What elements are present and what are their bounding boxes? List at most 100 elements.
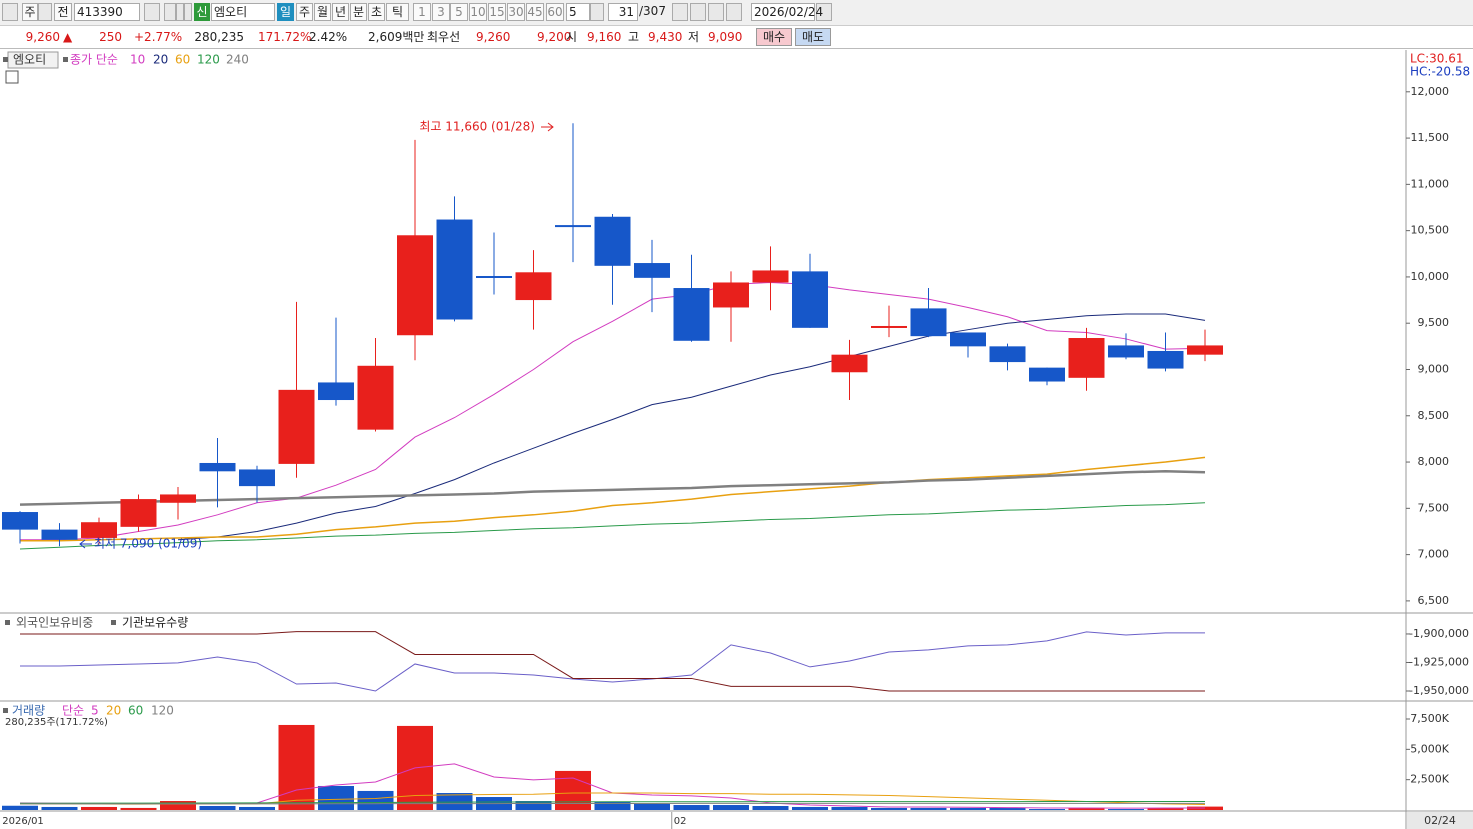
quote-bar: 9,260 ▲ 250 +2.77% 280,235 171.72% 2.42% 2,609백…	[0, 26, 1473, 49]
legend-method: 단순	[62, 704, 84, 718]
toolbar-icon[interactable]	[176, 3, 184, 21]
interval-button[interactable]: 주	[296, 3, 313, 21]
volume-bar	[318, 785, 354, 810]
toolbar-icon[interactable]	[144, 3, 160, 21]
toolbar-icon[interactable]	[726, 3, 742, 21]
candle-body	[160, 494, 196, 503]
volume-bar	[120, 807, 157, 810]
annotation-arrow	[79, 539, 92, 549]
trade-amount: 2,609백만	[368, 30, 425, 44]
y-tick-label: -1,925,000	[1409, 655, 1469, 668]
minute-button[interactable]: 60	[546, 3, 564, 21]
volume: 280,235	[194, 30, 244, 44]
legend-entry: 기관보유수량	[122, 616, 188, 630]
legend-entry: 60	[175, 53, 190, 67]
y-tick-label: 7,500	[1418, 501, 1450, 514]
volume-bar	[41, 806, 78, 810]
candle-body	[199, 462, 236, 472]
low-label: 저	[688, 30, 700, 44]
candle-body	[278, 389, 315, 464]
interval-button[interactable]: 년	[332, 3, 349, 21]
open-label: 시	[566, 30, 578, 44]
interval-button[interactable]: 분	[350, 3, 367, 21]
volume-bar	[555, 770, 591, 810]
interval-button[interactable]: 초	[368, 3, 385, 21]
credit-badge[interactable]: 신	[194, 3, 210, 21]
legend-entry: 60	[128, 704, 143, 718]
count-input[interactable]: 5	[566, 3, 590, 21]
prev-button[interactable]: 전	[54, 3, 72, 21]
minute-button[interactable]: 3	[432, 3, 450, 21]
volume-rate: 171.72%	[258, 30, 312, 44]
interval-button[interactable]: 틱	[386, 3, 409, 21]
candle-body	[476, 276, 512, 278]
y-tick-label: -1,900,000	[1409, 627, 1469, 640]
volume-bar	[2, 805, 38, 810]
toolbar-icon[interactable]	[708, 3, 724, 21]
buy-button[interactable]: 매수	[756, 28, 792, 46]
code-input[interactable]: 413390	[74, 3, 140, 21]
minute-button[interactable]: 45	[526, 3, 544, 21]
minute-button[interactable]: 1	[413, 3, 431, 21]
toolbar-icon[interactable]	[590, 3, 604, 21]
toolbar-icon[interactable]	[2, 3, 18, 21]
volume-bar	[673, 805, 710, 810]
candle-body	[871, 325, 907, 328]
interval-button[interactable]: 월	[314, 3, 331, 21]
interval-button[interactable]: 일	[277, 3, 294, 21]
minute-button[interactable]: 5	[450, 3, 468, 21]
volume-bar	[713, 805, 749, 810]
volume-note: 280,235주(171.72%)	[5, 717, 108, 728]
y-tick-label: 8,500	[1418, 409, 1450, 422]
volume-bar	[792, 806, 828, 810]
ma-line	[19, 502, 1206, 550]
y-tick-label: 7,500K	[1410, 712, 1449, 725]
position-input[interactable]: 31	[608, 3, 638, 21]
y-tick-label: 10,500	[1411, 224, 1450, 237]
minute-button[interactable]: 10	[469, 3, 487, 21]
toolbar-icon[interactable]	[164, 3, 176, 21]
legend-entry: 외국인보유비중	[16, 616, 93, 630]
name-input[interactable]: 엠오티	[211, 3, 275, 21]
y-tick-label: 6,500	[1418, 594, 1450, 607]
change-rate: +2.77%	[134, 30, 183, 44]
total-count: /307	[639, 4, 666, 18]
volume-bar	[357, 790, 394, 810]
current-price: 9,260	[25, 30, 60, 44]
volume-bar	[1108, 809, 1144, 811]
candle-body	[1068, 338, 1105, 378]
sell-button[interactable]: 매도	[795, 28, 831, 46]
annotation-high: 최고 11,660 (01/28)	[419, 120, 535, 134]
volume-bar	[515, 801, 552, 810]
y-tick-label: 9,500	[1418, 316, 1450, 329]
volume-bar	[910, 807, 947, 810]
candle-body	[2, 512, 38, 530]
legend-entry: 20	[153, 53, 168, 67]
y-tick-label: 2,500K	[1410, 773, 1449, 786]
candle-body	[397, 235, 433, 336]
candle-body	[1187, 345, 1223, 355]
high-price: 9,430	[648, 30, 683, 44]
low-price: 9,090	[708, 30, 743, 44]
toolbar-icon[interactable]	[38, 3, 52, 21]
candle-body	[357, 365, 394, 430]
toolbar: 주 전 413390 신 엠오티 일 주 월 년 분 초 틱 1 3 5 10 15 30 45 60 5 31/307 2…	[0, 0, 1473, 26]
stock-name: 엠오티	[13, 53, 46, 67]
minute-button[interactable]: 30	[507, 3, 525, 21]
bid-price: 9,200	[537, 30, 572, 44]
minute-button[interactable]: 15	[488, 3, 506, 21]
toolbar-icon[interactable]	[184, 3, 192, 21]
toolbar-icon[interactable]	[672, 3, 688, 21]
volume-bar	[594, 801, 631, 810]
period-select[interactable]: 주	[22, 3, 38, 21]
legend-marker	[3, 57, 8, 62]
toolbar-icon[interactable]	[690, 3, 706, 21]
date-input[interactable]: 2026/02/24	[751, 3, 823, 21]
ask-price: 9,260	[476, 30, 511, 44]
candle-body	[752, 270, 789, 283]
x-tick-label: 02	[674, 816, 687, 827]
toolbar-icon[interactable]	[816, 3, 832, 21]
panel-icon[interactable]	[5, 70, 19, 84]
volume-bar	[81, 806, 117, 810]
y-tick-label: 7,000	[1418, 548, 1450, 561]
